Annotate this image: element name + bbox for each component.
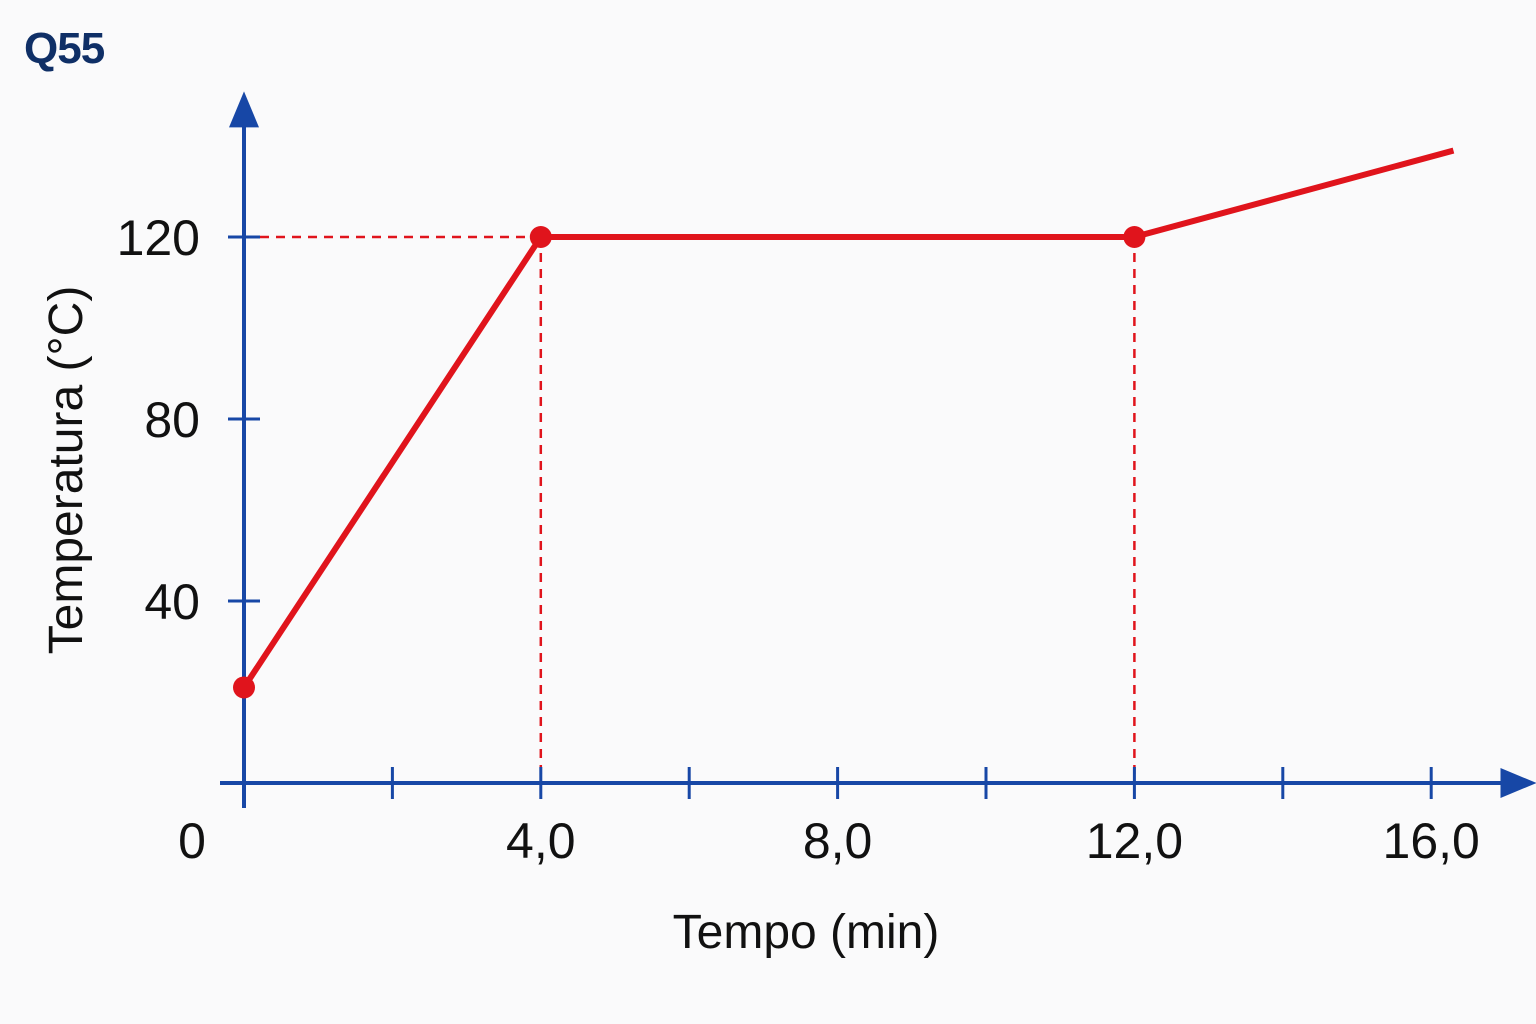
x-tick-label: 16,0 [1383, 813, 1480, 869]
x-axis-arrow [1500, 768, 1536, 798]
data-series [233, 147, 1455, 699]
axes [220, 91, 1536, 808]
ticks [228, 235, 1433, 799]
y-tick-label: 80 [144, 392, 200, 448]
guide-lines [244, 235, 1136, 783]
tick-labels: 0 4,0 8,0 12,0 16,0 40 80 120 [117, 210, 1480, 869]
data-point-marker [233, 676, 255, 699]
x-tick-label: 0 [178, 813, 206, 869]
data-point-marker [529, 226, 552, 248]
x-tick-label: 8,0 [803, 813, 873, 869]
y-axis-arrow [229, 91, 259, 128]
question-label: Q55 [24, 24, 105, 73]
y-tick-label: 120 [117, 210, 200, 266]
data-point-marker [1123, 226, 1146, 248]
x-axis-title: Tempo (min) [673, 906, 940, 959]
temperature-line [241, 147, 1455, 690]
x-tick-label: 12,0 [1086, 813, 1183, 869]
x-tick-label: 4,0 [506, 813, 576, 869]
y-axis-title: Temperatura (°C) [40, 286, 93, 655]
y-tick-label: 40 [144, 574, 200, 630]
